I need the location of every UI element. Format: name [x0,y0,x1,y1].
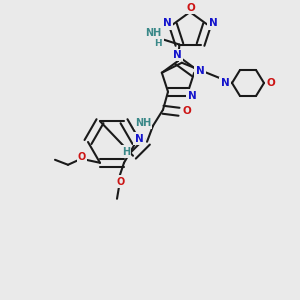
Text: N: N [196,66,205,76]
Text: N: N [135,134,143,144]
Text: O: O [183,106,191,116]
Text: H: H [122,147,130,157]
Text: N: N [209,18,218,28]
Text: O: O [187,3,195,13]
Text: O: O [78,152,86,162]
Text: N: N [188,91,196,101]
Text: N: N [163,18,171,28]
Text: NH: NH [135,118,151,128]
Text: O: O [117,177,125,187]
Text: O: O [267,78,275,88]
Text: N: N [220,78,230,88]
Text: H: H [154,39,162,48]
Text: N: N [172,50,182,60]
Text: NH: NH [145,28,161,38]
